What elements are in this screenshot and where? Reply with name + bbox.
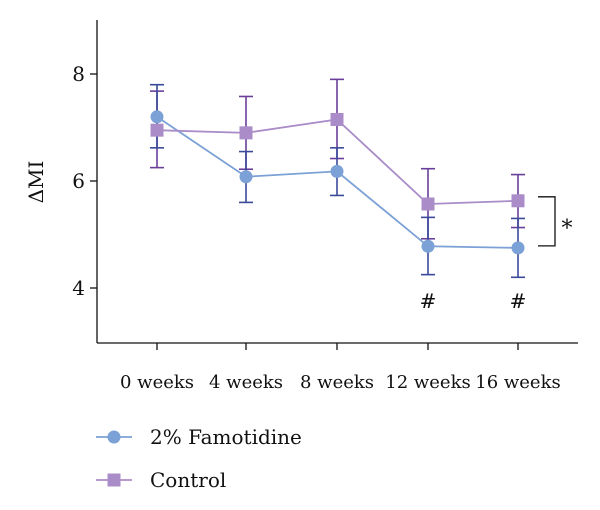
legend-label-1: Control [150,468,226,492]
significance-hash-0: # [420,289,437,313]
significance-star: * [562,216,573,241]
axes: 4 6 8 0 weeks 4 weeks 8 weeks 12 weeks 16 weeks… [24,20,578,393]
marker-control-3 [421,197,435,211]
x-tick-label-1: 4 weeks [209,372,283,393]
significance-bracket [538,196,556,247]
x-tick-label-2: 8 weeks [300,372,374,393]
annotations: # # * [420,196,573,313]
y-tick-label-6: 6 [72,169,85,193]
marker-famotidine-1 [239,170,253,184]
legend-marker-0 [107,430,121,444]
x-tick-label-3: 12 weeks [385,372,470,393]
marker-control-1 [239,126,253,140]
marker-famotidine-2 [330,164,344,178]
marker-famotidine-0 [150,110,164,124]
y-tick-label-8: 8 [72,62,85,86]
marker-control-0 [150,123,164,137]
marker-control-4 [511,194,525,208]
marker-famotidine-4 [511,241,525,255]
legend-marker-1 [107,473,121,487]
marker-famotidine-3 [421,239,435,253]
marker-control-2 [330,112,344,126]
x-tick-label-4: 16 weeks [475,372,560,393]
y-tick-label-4: 4 [72,276,85,300]
significance-hash-1: # [510,289,527,313]
x-tick-label-0: 0 weeks [120,372,194,393]
y-axis-label: ΔMI [24,161,48,204]
legend: 2% Famotidine Control [96,425,302,492]
series-markers [150,110,525,255]
legend-label-0: 2% Famotidine [150,425,302,449]
